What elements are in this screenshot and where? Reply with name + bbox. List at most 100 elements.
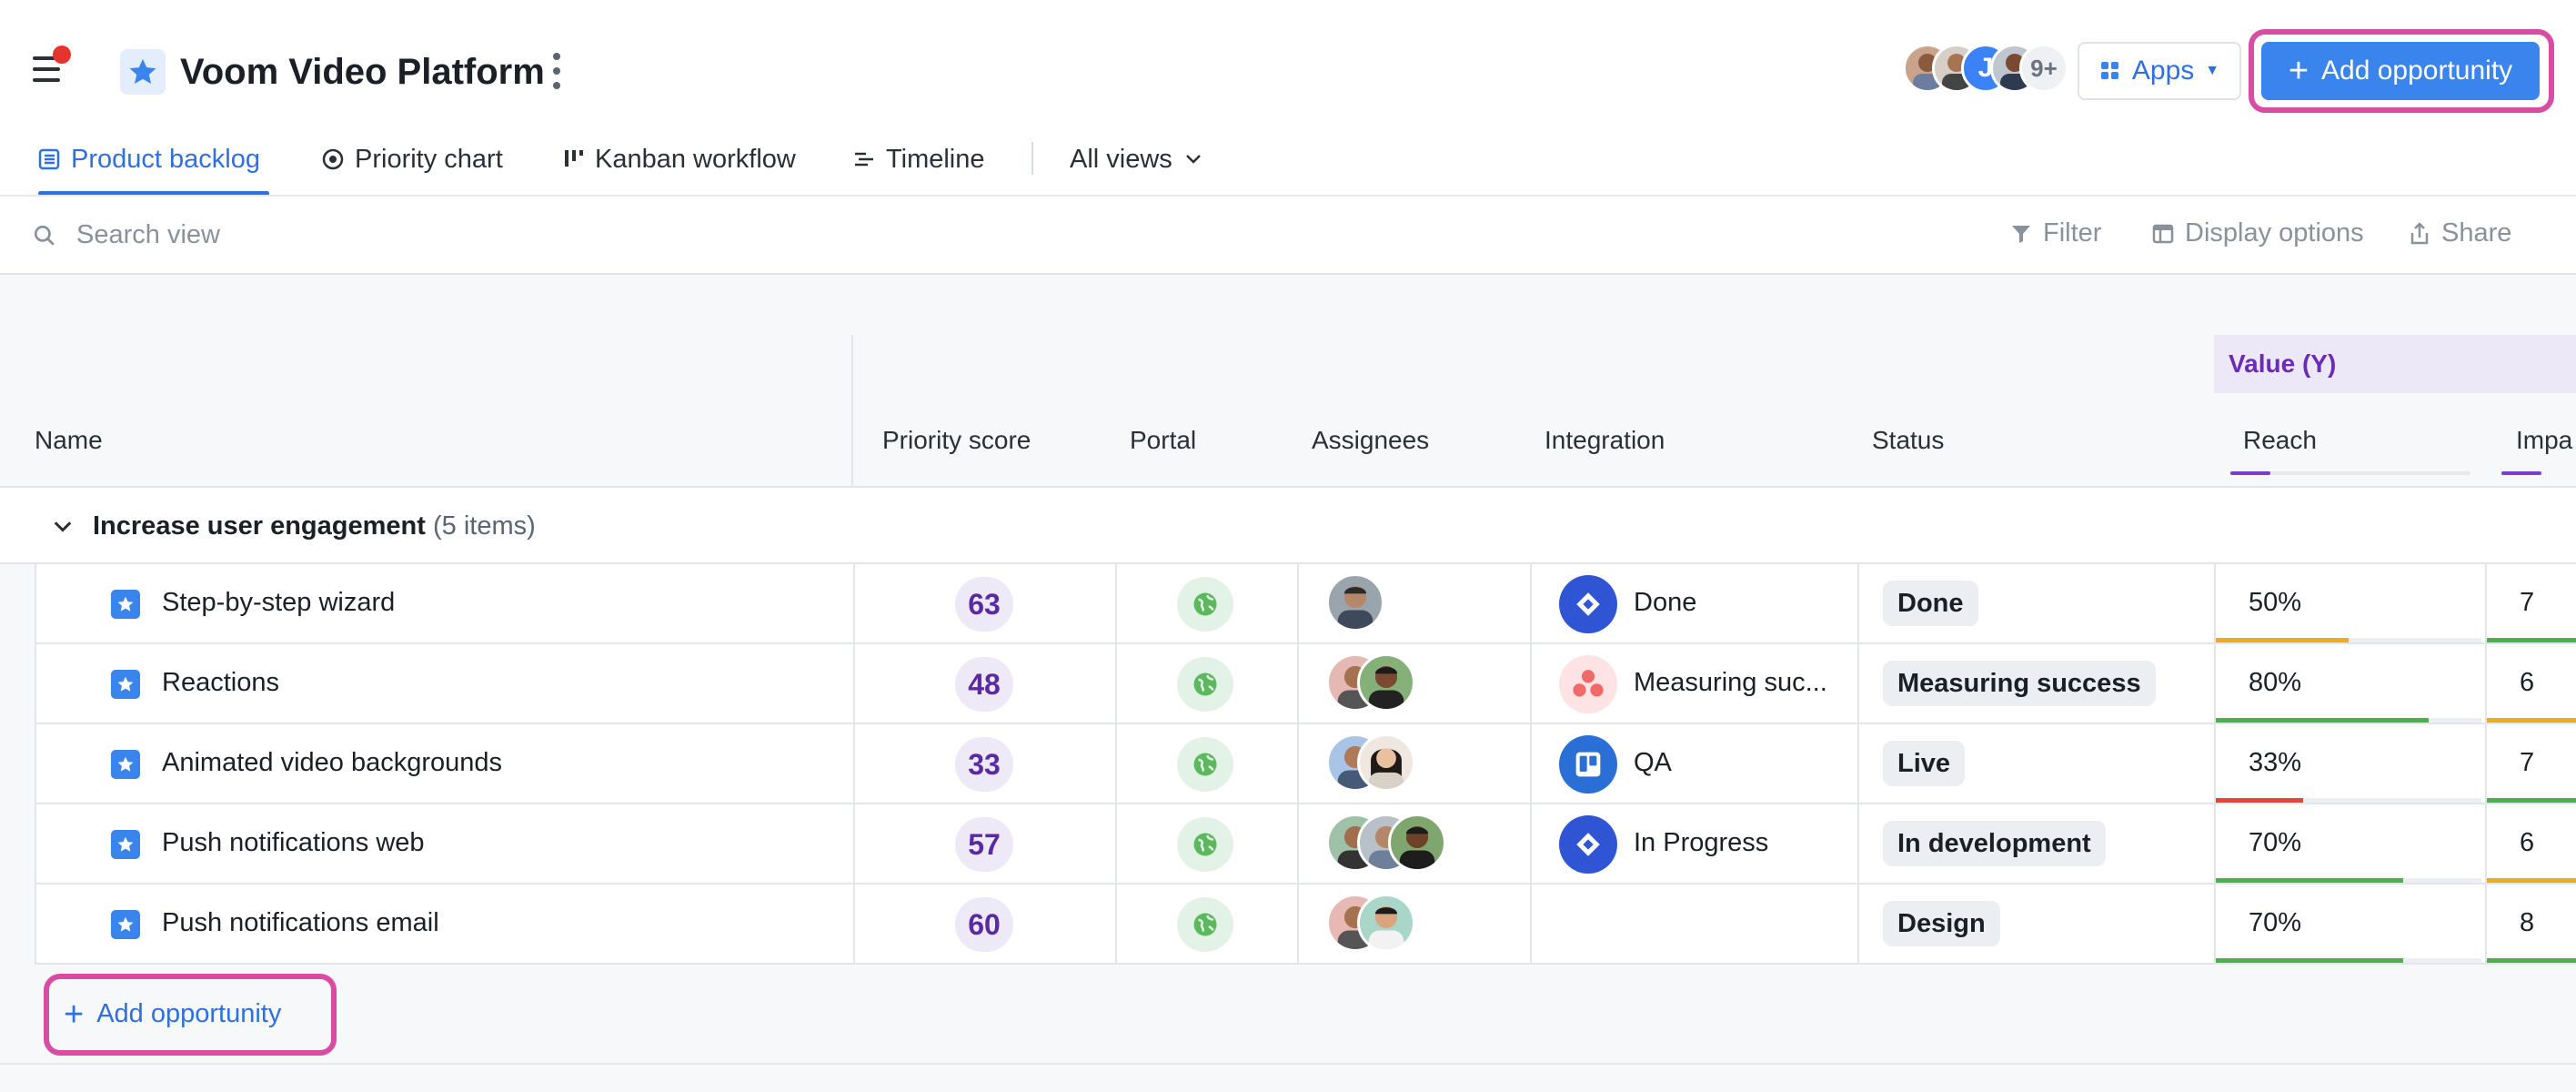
table-row[interactable]: Reactions 48 Measuring suc... Measuring … — [35, 644, 2576, 724]
assignees[interactable] — [1326, 894, 1415, 952]
table-row[interactable]: Animated video backgrounds 33 QA Live 33… — [35, 724, 2576, 804]
value-column-group-header: Value (Y) — [2214, 335, 2576, 393]
reach-bar-track — [2216, 798, 2481, 803]
add-opportunity-label: Add opportunity — [96, 999, 282, 1028]
globe-icon[interactable] — [1177, 577, 1233, 632]
star-icon — [111, 830, 140, 859]
add-opportunity-button[interactable]: + Add opportunity — [2261, 42, 2540, 100]
column-header-portal[interactable]: Portal — [1130, 426, 1197, 454]
column-header-status[interactable]: Status — [1872, 426, 1945, 454]
divider — [0, 273, 2576, 275]
display-options-icon — [2152, 224, 2174, 243]
globe-icon[interactable] — [1177, 657, 1233, 712]
apps-label: Apps — [2131, 56, 2195, 86]
group-row[interactable] — [0, 488, 2576, 564]
item-name[interactable]: Animated video backgrounds — [162, 748, 503, 777]
share-button[interactable]: Share — [2409, 218, 2511, 248]
reach-value[interactable]: 70% — [2249, 908, 2302, 937]
priority-score: 48 — [955, 657, 1013, 712]
integration-status[interactable]: In Progress — [1634, 828, 1769, 857]
add-opportunity-link[interactable]: + Add opportunity — [64, 995, 282, 1034]
column-header-priority-score[interactable]: Priority score — [882, 426, 1031, 454]
impact-value[interactable]: 8 — [2520, 908, 2535, 937]
share-label: Share — [2441, 218, 2512, 248]
reach-value[interactable]: 70% — [2249, 828, 2302, 857]
more-options-icon[interactable] — [549, 53, 564, 89]
integration-status[interactable]: Done — [1634, 588, 1697, 617]
collaborator-avatars[interactable]: J 9+ — [1903, 44, 2068, 98]
reach-value[interactable]: 33% — [2249, 748, 2302, 777]
tab-divider — [1031, 142, 1033, 175]
caret-down-icon: ▼ — [2205, 63, 2220, 78]
share-icon — [2410, 221, 2429, 244]
status-badge[interactable]: Live — [1883, 741, 1966, 786]
assignees[interactable] — [1326, 733, 1415, 792]
group-count: (5 items) — [433, 511, 536, 541]
status-badge[interactable]: Design — [1883, 901, 2000, 946]
assignees[interactable] — [1326, 573, 1384, 632]
impact-value[interactable]: 6 — [2520, 828, 2535, 857]
chevron-down-icon — [1185, 155, 1201, 164]
add-opportunity-highlight — [2249, 29, 2554, 113]
impact-value[interactable]: 7 — [2520, 748, 2535, 777]
table-row[interactable]: Step-by-step wizard 63 Done Done 50% 7 — [35, 564, 2576, 644]
impact-bar — [2487, 798, 2576, 803]
tab-product-backlog[interactable]: Product backlog — [38, 136, 260, 182]
impact-bar — [2487, 718, 2576, 723]
column-header-impact[interactable]: Impa — [2516, 426, 2573, 454]
status-badge[interactable]: In development — [1883, 821, 2106, 866]
avatars-more-badge: 9+ — [2019, 44, 2068, 93]
globe-icon[interactable] — [1177, 737, 1233, 792]
star-icon — [111, 910, 140, 939]
status-badge[interactable]: Measuring success — [1883, 661, 2156, 706]
search-icon — [33, 224, 56, 252]
status-badge[interactable]: Done — [1883, 581, 1978, 626]
column-header-integration[interactable]: Integration — [1545, 426, 1665, 454]
tab-priority-chart[interactable]: Priority chart — [322, 136, 503, 182]
impact-header-bar-fill — [2501, 471, 2541, 475]
item-name[interactable]: Push notifications web — [162, 828, 425, 857]
chevron-down-icon[interactable] — [51, 515, 75, 543]
item-name[interactable]: Step-by-step wizard — [162, 588, 396, 617]
column-header-name[interactable]: Name — [35, 426, 103, 454]
integration-status[interactable]: Measuring suc... — [1634, 668, 1827, 697]
tab-all-views[interactable]: All views — [1070, 136, 1203, 182]
trello-icon — [1559, 735, 1617, 794]
search-input[interactable]: Search view — [76, 220, 220, 249]
display-options-button[interactable]: Display options — [2152, 218, 2364, 248]
list-icon — [38, 148, 60, 170]
plus-icon: + — [64, 995, 85, 1034]
tab-kanban-workflow[interactable]: Kanban workflow — [564, 136, 796, 182]
star-icon — [120, 49, 166, 95]
apps-button[interactable]: Apps ▼ — [2078, 42, 2241, 100]
asana-icon — [1559, 655, 1617, 713]
tab-timeline[interactable]: Timeline — [853, 136, 985, 182]
jira-icon — [1559, 815, 1617, 874]
table-row[interactable]: Push notifications web 57 In Progress In… — [35, 804, 2576, 885]
reach-header-bar-fill — [2230, 471, 2270, 475]
assignees[interactable] — [1326, 653, 1415, 712]
globe-icon[interactable] — [1177, 817, 1233, 872]
impact-value[interactable]: 7 — [2520, 588, 2535, 617]
active-tab-indicator — [38, 191, 269, 196]
assignees[interactable] — [1326, 814, 1446, 872]
column-header-assignees[interactable]: Assignees — [1312, 426, 1430, 454]
filter-button[interactable]: Filter — [2010, 218, 2101, 248]
item-name[interactable]: Reactions — [162, 668, 279, 697]
item-name[interactable]: Push notifications email — [162, 908, 439, 937]
project-title[interactable]: Voom Video Platform — [180, 52, 545, 92]
reach-value[interactable]: 50% — [2249, 588, 2302, 617]
column-divider — [851, 335, 853, 486]
integration-status[interactable]: QA — [1634, 748, 1672, 777]
reach-bar — [2216, 798, 2303, 803]
globe-icon[interactable] — [1177, 897, 1233, 952]
menu-icon[interactable] — [33, 46, 71, 84]
reach-value[interactable]: 80% — [2249, 668, 2302, 697]
avatar — [1326, 573, 1384, 632]
add-opportunity-highlight — [44, 974, 337, 1056]
table-row[interactable]: Push notifications email 60 Design 70% 8 — [35, 885, 2576, 965]
reach-bar — [2216, 638, 2349, 642]
avatar — [1388, 814, 1446, 872]
column-header-reach[interactable]: Reach — [2243, 426, 2317, 454]
impact-value[interactable]: 6 — [2520, 668, 2535, 697]
